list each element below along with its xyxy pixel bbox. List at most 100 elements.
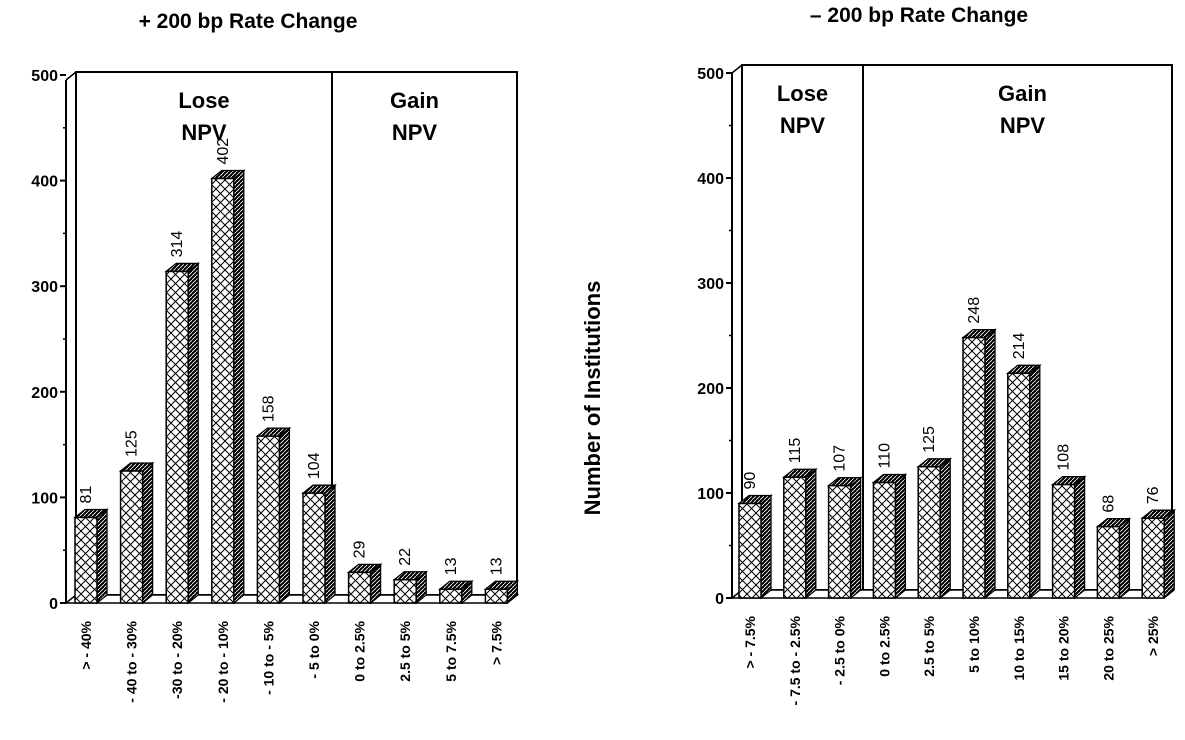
bar-side — [141, 461, 154, 605]
value-label: 13 — [488, 557, 505, 575]
value-label: 29 — [352, 540, 369, 558]
value-label: 125 — [921, 426, 938, 453]
region-label-lose: Lose — [178, 88, 229, 113]
category-label: - 20 to - 10% — [215, 620, 231, 702]
bar-side — [96, 508, 108, 605]
value-label: 90 — [742, 472, 759, 490]
bar-side — [1118, 517, 1131, 600]
axis-depth-edge — [731, 64, 743, 74]
bar — [392, 570, 429, 605]
value-label: 104 — [306, 452, 323, 479]
bar-side — [1029, 363, 1041, 600]
category-label: 5 to 7.5% — [443, 620, 459, 681]
bar-side — [324, 483, 336, 605]
bar — [255, 426, 292, 605]
bar-side — [984, 328, 996, 600]
bar-side — [849, 476, 862, 600]
bar-front — [74, 516, 98, 604]
bar-front — [119, 470, 144, 604]
bar — [346, 563, 383, 605]
y-axis-title: Number of Institutions — [580, 281, 605, 516]
y-tick-label: 200 — [31, 385, 58, 402]
bar-side — [805, 467, 817, 600]
value-label: 68 — [1100, 495, 1117, 513]
bar — [871, 473, 908, 600]
bar — [826, 476, 863, 600]
category-label: 2.5 to 5% — [921, 615, 937, 676]
y-tick-label: 400 — [31, 174, 58, 191]
y-tick-label: 400 — [697, 171, 724, 188]
bar-front — [439, 588, 463, 604]
bar-front — [165, 270, 189, 604]
region-label-npv: NPV — [1000, 113, 1046, 138]
value-label: 22 — [397, 548, 414, 566]
category-label: - 10 to - 5% — [260, 620, 276, 694]
region-label-gain: Gain — [390, 88, 439, 113]
category-label: > 25% — [1145, 615, 1161, 656]
category-label: - 5 to 0% — [306, 620, 322, 678]
value-label: 108 — [1056, 444, 1073, 471]
axis-depth-edge — [65, 71, 77, 81]
bar-front — [484, 588, 509, 604]
category-label: 20 to 25% — [1100, 615, 1116, 680]
bar — [73, 508, 109, 605]
category-label: 0 to 2.5% — [352, 620, 368, 681]
bar — [781, 467, 818, 600]
bar-front — [1096, 525, 1121, 599]
value-label: 158 — [260, 395, 277, 422]
bar-front — [827, 484, 852, 599]
bar-front — [302, 492, 326, 604]
bar-front — [393, 579, 417, 604]
bar — [737, 494, 773, 600]
value-label: 248 — [966, 297, 983, 324]
bar-front — [917, 466, 941, 599]
bar — [1095, 517, 1132, 600]
value-label: 81 — [78, 486, 95, 504]
category-label: 5 to 10% — [966, 615, 982, 672]
bar — [1005, 363, 1042, 600]
chart-right-minus-200bp: – 200 bp Rate Change 0 100 200 300 400 500 Lose… — [697, 4, 1177, 705]
bar-front — [962, 336, 986, 599]
bar-front — [783, 476, 807, 599]
value-label: 107 — [832, 445, 849, 472]
bar-side — [1073, 475, 1086, 600]
bar-side — [233, 169, 245, 605]
bar — [118, 461, 155, 605]
category-label: > - 7.5% — [742, 615, 758, 668]
bar — [209, 169, 246, 605]
value-label: 13 — [443, 557, 460, 575]
value-label: 110 — [876, 443, 893, 469]
y-tick-label: 500 — [697, 66, 724, 83]
y-tick-label: 200 — [697, 381, 724, 398]
y-tick-label: 500 — [31, 68, 58, 85]
category-label: > 7.5% — [488, 620, 504, 665]
category-label: 2.5 to 5% — [397, 620, 413, 681]
bar-front — [211, 177, 235, 604]
bar — [961, 328, 997, 600]
region-label-npv: NPV — [392, 120, 438, 145]
bar-side — [894, 473, 907, 600]
bar-side — [278, 426, 291, 605]
bar — [1050, 475, 1087, 600]
bar-front — [1141, 517, 1165, 599]
category-label: 15 to 20% — [1056, 615, 1072, 680]
y-tick-label: 300 — [31, 279, 58, 296]
value-label: 115 — [787, 438, 804, 464]
bar-front — [347, 571, 372, 604]
bar — [164, 262, 201, 605]
value-label: 214 — [1011, 333, 1028, 360]
bar — [301, 483, 337, 605]
bar-side — [939, 457, 951, 600]
bar — [437, 579, 474, 605]
category-label: > - 40% — [78, 620, 94, 669]
region-label-lose: Lose — [777, 81, 828, 106]
bar — [1140, 508, 1177, 600]
bar-front — [1007, 372, 1031, 599]
value-label: 402 — [215, 138, 232, 165]
bar-front — [738, 502, 762, 599]
bar-front — [1051, 483, 1076, 599]
category-label: 0 to 2.5% — [876, 615, 892, 676]
category-label: -30 to - 20% — [169, 620, 185, 698]
value-label: 76 — [1145, 486, 1162, 504]
